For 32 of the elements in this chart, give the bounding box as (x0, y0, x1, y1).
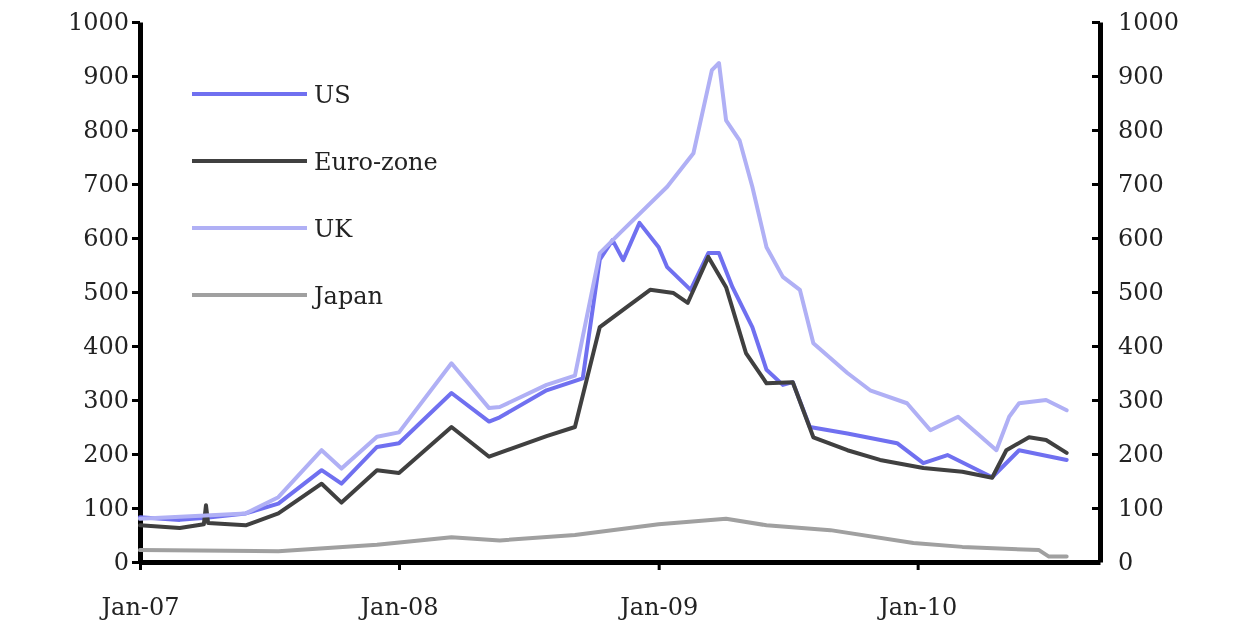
y-tick-label: 500 (83, 278, 129, 307)
y-tick-label: 900 (83, 62, 129, 91)
x-tick-label: Jan-07 (98, 593, 180, 622)
y2-tick-label: 600 (1118, 224, 1164, 253)
y2-tick-label: 1000 (1118, 8, 1180, 37)
y-tick-label: 400 (83, 332, 129, 361)
y2-tick-label: 400 (1118, 332, 1164, 361)
line-series (138, 61, 1069, 521)
y-tick-label: 800 (83, 116, 129, 145)
y2-tick-label: 200 (1118, 440, 1164, 469)
legend-label: UK (314, 215, 354, 243)
y-tick-label: 1000 (67, 8, 129, 37)
y-tick-label: 700 (83, 170, 129, 199)
line-series (138, 516, 1069, 559)
y-tick-label: 200 (83, 440, 129, 469)
x-tick-label: Jan-08 (357, 593, 439, 622)
y2-tick-label: 800 (1118, 116, 1164, 145)
legend-label: Euro-zone (314, 148, 438, 176)
y2-tick-label: 100 (1118, 494, 1164, 523)
legend-label: US (314, 81, 351, 109)
legend-label: Japan (311, 282, 384, 310)
x-tick-label: Jan-09 (617, 593, 699, 622)
y-tick-label: 0 (113, 548, 129, 577)
y2-tick-label: 900 (1118, 62, 1164, 91)
y2-tick-label: 300 (1118, 386, 1164, 415)
y2-tick-label: 700 (1118, 170, 1164, 199)
y-tick-label: 600 (83, 224, 129, 253)
y-tick-label: 100 (83, 494, 129, 523)
y2-tick-label: 500 (1118, 278, 1164, 307)
y2-tick-label: 0 (1118, 548, 1134, 577)
y-tick-label: 300 (83, 386, 129, 415)
x-tick-label: Jan-10 (876, 593, 958, 622)
